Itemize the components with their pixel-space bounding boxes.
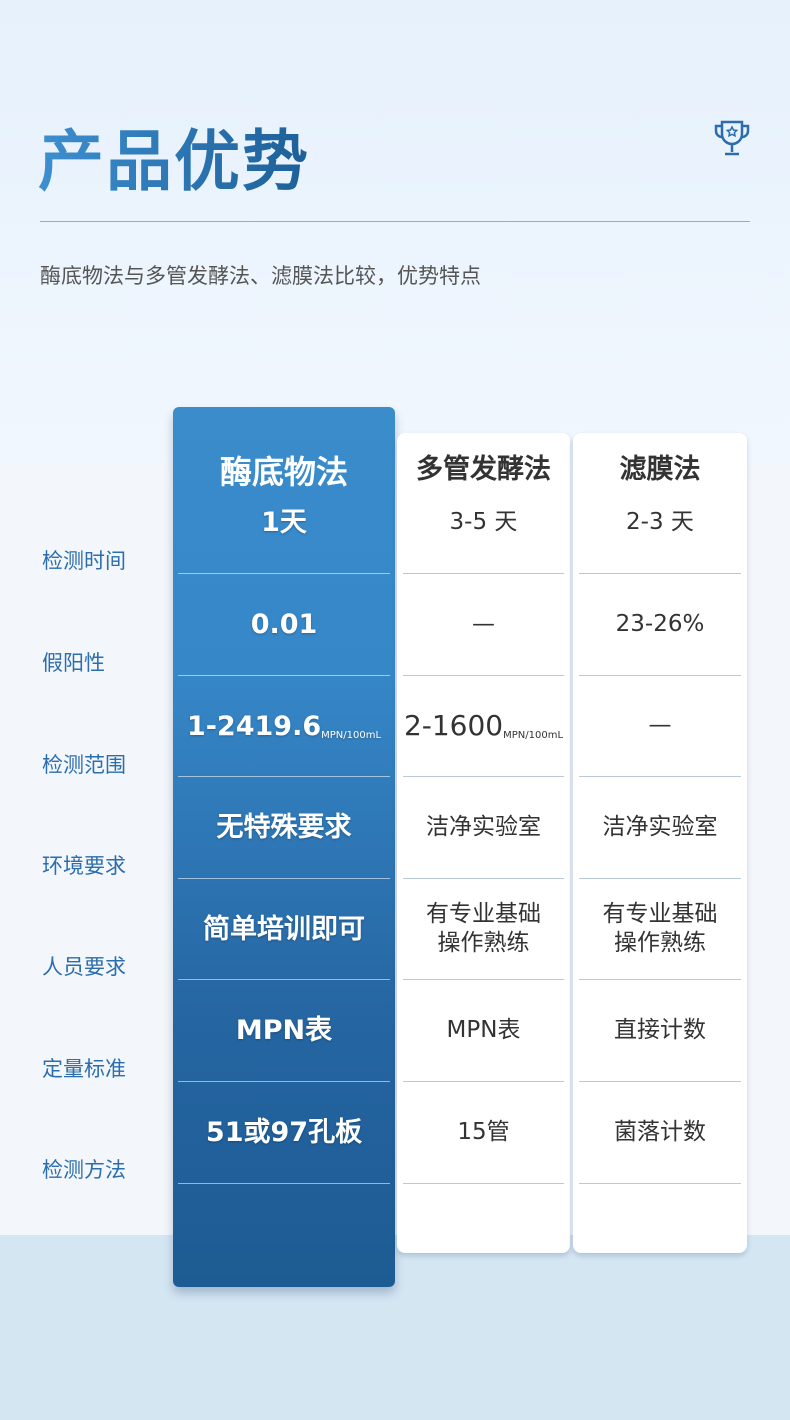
column-membrane-filter: 滤膜法 2-3 天 23-26% — 洁净实验室有专业基础 操作熟练直接计数菌落计数 [573, 433, 747, 1253]
table-cell: 洁净实验室 [403, 778, 564, 879]
column-header: 多管发酵法 [416, 454, 551, 485]
table-cell: — [579, 676, 741, 778]
table-cell: 0.01 [178, 575, 390, 676]
table-cell: 无特殊要求 [178, 778, 390, 879]
table-cell: 1-2419.6 MPN/100mL [178, 676, 390, 778]
row-label: 检测时间 [42, 549, 126, 573]
unit-label: MPN/100mL [503, 730, 564, 742]
cell-value: 1-2419.6 [186, 710, 322, 742]
background-bottom [0, 1235, 790, 1420]
row-label: 环境要求 [42, 854, 126, 878]
cell-value: 1天 [261, 507, 307, 539]
table-cell: 直接计数 [579, 981, 741, 1082]
cell-value: 0.01 [250, 609, 318, 641]
cell-value: 有专业基础 操作熟练 [602, 900, 718, 957]
table-cell: 1天 [178, 473, 390, 574]
cell-value: 51或97孔板 [205, 1117, 363, 1149]
table-cell: MPN表 [178, 981, 390, 1082]
table-cell: 51或97孔板 [178, 1083, 390, 1184]
cell-value: 2-1600 [403, 708, 504, 742]
cell-value: 简单培训即可 [203, 913, 365, 945]
page-title: 产品优势 [38, 108, 310, 204]
cell-value: 洁净实验室 [426, 813, 541, 840]
subtitle: 酶底物法与多管发酵法、滤膜法比较，优势特点 [40, 264, 481, 288]
row-label: 定量标准 [42, 1057, 126, 1081]
row-label: 检测范围 [42, 753, 126, 777]
column-header: 酶底物法 [219, 453, 348, 491]
cell-value: 2-3 天 [626, 509, 694, 536]
cell-value: MPN表 [235, 1015, 333, 1047]
table-cell: 2-3 天 [579, 473, 741, 574]
table-cell: 15管 [403, 1083, 564, 1184]
cell-value: 23-26% [615, 610, 705, 637]
table-cell: 菌落计数 [579, 1083, 741, 1184]
table-cell: MPN表 [403, 981, 564, 1082]
column-multi-tube: 多管发酵法 3-5 天 — 2-1600 MPN/100mL 洁净实验室有专业基础 操作熟… [397, 433, 570, 1253]
cell-value: 有专业基础 操作熟练 [426, 900, 541, 957]
cell-value: — [472, 610, 495, 637]
trophy-icon [714, 120, 750, 156]
table-cell: 有专业基础 操作熟练 [579, 879, 741, 981]
cell-value: MPN表 [446, 1017, 521, 1044]
row-label: 假阳性 [42, 651, 105, 675]
cell-value: 洁净实验室 [602, 813, 718, 840]
cell-value: 15管 [457, 1118, 510, 1145]
cell-value: 无特殊要求 [216, 812, 352, 844]
unit-label: MPN/100mL [321, 730, 382, 742]
row-label: 检测方法 [42, 1158, 126, 1182]
column-header: 滤膜法 [619, 454, 701, 485]
table-cell: 3-5 天 [403, 473, 564, 574]
table-cell: 2-1600 MPN/100mL [403, 676, 564, 778]
row-label: 人员要求 [42, 955, 126, 979]
cell-value: 菌落计数 [614, 1118, 706, 1145]
table-cell: 简单培训即可 [178, 879, 390, 981]
cell-value: — [648, 712, 672, 739]
cell-value: 直接计数 [614, 1017, 706, 1044]
table-cell: 23-26% [579, 575, 741, 676]
table-cell: 洁净实验室 [579, 778, 741, 879]
column-enzyme-substrate: 酶底物法 1天 0.01 1-2419.6 MPN/100mL 无特殊要求简单培训即可 MP… [173, 407, 395, 1287]
cell-value: 3-5 天 [449, 509, 518, 536]
table-cell: — [403, 575, 564, 676]
table-cell: 有专业基础 操作熟练 [403, 879, 564, 981]
divider [40, 221, 750, 222]
